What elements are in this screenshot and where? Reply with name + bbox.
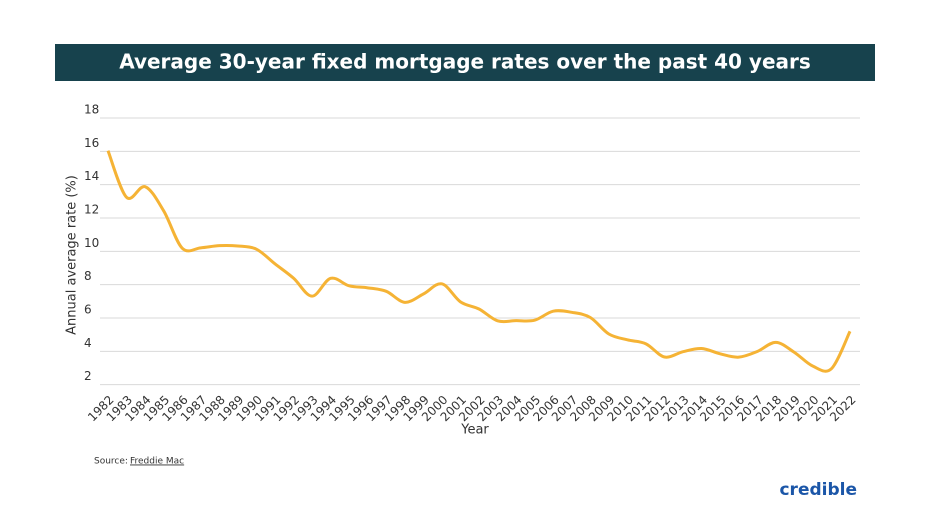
y-tick-label: 6 <box>84 303 92 317</box>
chart-title: Average 30-year fixed mortgage rates ove… <box>119 50 811 74</box>
y-tick-label: 2 <box>84 369 92 383</box>
y-tick-label: 18 <box>84 103 99 117</box>
title-banner <box>55 44 875 81</box>
y-axis-label: Annual average rate (%) <box>65 175 80 335</box>
y-tick-label: 4 <box>84 336 92 350</box>
logo: credible <box>779 480 857 500</box>
source-label: Source: <box>94 457 128 467</box>
line <box>106 150 852 373</box>
y-tick-label: 12 <box>84 203 99 217</box>
x-axis-label: Year <box>460 423 489 438</box>
source-link[interactable]: Freddie Mac <box>130 457 184 467</box>
y-tick-label: 10 <box>84 236 99 250</box>
y-tick-label: 16 <box>84 136 99 150</box>
y-tick-label: 14 <box>84 169 99 183</box>
y-tick-label: 8 <box>84 269 92 283</box>
